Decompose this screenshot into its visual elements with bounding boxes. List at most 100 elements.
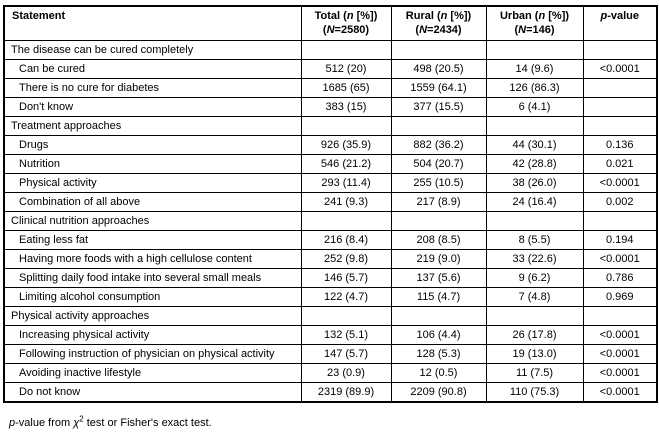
pvalue-cell: <0.0001 [582,59,658,79]
rural-cell [390,306,487,326]
total-cell: 383 (15) [300,97,392,117]
col-header-total-line2: (N=2580) [322,24,370,36]
total-cell: 122 (4.7) [300,287,392,307]
pvalue-cell: 0.002 [582,192,658,212]
statement-cell: Physical activity approaches [3,306,302,326]
statement-cell: Treatment approaches [3,116,302,136]
statement-cell: Physical activity [3,173,302,193]
urban-cell: 26 (17.8) [485,325,584,345]
total-cell: 216 (8.4) [300,230,392,250]
pvalue-cell: 0.969 [582,287,658,307]
pvalue-cell: <0.0001 [582,344,658,364]
rural-cell: 255 (10.5) [390,173,487,193]
statement-cell: Following instruction of physician on ph… [3,344,302,364]
urban-cell: 110 (75.3) [485,382,584,403]
pvalue-cell [582,78,658,98]
pvalue-cell: 0.136 [582,135,658,155]
table-row: Increasing physical activity 132 (5.1) 106… [3,325,658,345]
statement-cell: Can be cured [3,59,302,79]
urban-cell: 8 (5.5) [485,230,584,250]
rural-cell: 217 (8.9) [390,192,487,212]
section-row: The disease can be cured completely [3,40,658,60]
total-cell: 926 (35.9) [300,135,392,155]
rural-cell: 2209 (90.8) [390,382,487,403]
urban-cell: 19 (13.0) [485,344,584,364]
table-row: Eating less fat 216 (8.4) 208 (8.5) 8 (5.5)… [3,230,658,250]
total-cell: 132 (5.1) [300,325,392,345]
total-cell: 546 (21.2) [300,154,392,174]
rural-cell: 115 (4.7) [390,287,487,307]
col-header-rural-line1: Rural (n [%]) [405,10,472,22]
pvalue-cell: <0.0001 [582,382,658,403]
pvalue-cell: 0.194 [582,230,658,250]
urban-cell: 24 (16.4) [485,192,584,212]
pvalue-cell [582,116,658,136]
section-row: Clinical nutrition approaches [3,211,658,231]
table-row: There is no cure for diabetes 1685 (65) 15… [3,78,658,98]
statement-cell: Do not know [3,382,302,403]
pvalue-cell: <0.0001 [582,363,658,383]
table-row: Nutrition 546 (21.2) 504 (20.7) 42 (28.8) 0.… [3,154,658,174]
statement-cell: Eating less fat [3,230,302,250]
statement-cell: There is no cure for diabetes [3,78,302,98]
urban-cell: 11 (7.5) [485,363,584,383]
statement-cell: Avoiding inactive lifestyle [3,363,302,383]
section-row: Physical activity approaches [3,306,658,326]
urban-cell: 44 (30.1) [485,135,584,155]
table-footnote: p-value from χ2 test or Fisher's exact t… [9,414,212,429]
total-cell [300,211,392,231]
table-row: Don't know 383 (15) 377 (15.5) 6 (4.1) [3,97,658,117]
pvalue-cell: 0.021 [582,154,658,174]
total-cell: 146 (5.7) [300,268,392,288]
pvalue-cell: 0.786 [582,268,658,288]
rural-cell: 12 (0.5) [390,363,487,383]
rural-cell: 128 (5.3) [390,344,487,364]
urban-cell: 9 (6.2) [485,268,584,288]
total-cell: 512 (20) [300,59,392,79]
urban-cell: 7 (4.8) [485,287,584,307]
statement-cell: The disease can be cured completely [3,40,302,60]
table-body: The disease can be cured completely Can b… [3,40,658,403]
pvalue-cell [582,211,658,231]
rural-cell: 1559 (64.1) [390,78,487,98]
total-cell: 23 (0.9) [300,363,392,383]
rural-cell: 504 (20.7) [390,154,487,174]
urban-cell: 33 (22.6) [485,249,584,269]
table-row: Drugs 926 (35.9) 882 (36.2) 44 (30.1) 0.136 [3,135,658,155]
total-cell: 2319 (89.9) [300,382,392,403]
total-cell: 1685 (65) [300,78,392,98]
rural-cell: 208 (8.5) [390,230,487,250]
col-header-pvalue: p-value [582,5,658,41]
statistics-table-container: Statement Total (n [%]) (N=2580) Rural (… [3,5,658,403]
statement-cell: Don't know [3,97,302,117]
rural-cell: 137 (5.6) [390,268,487,288]
pvalue-cell [582,97,658,117]
table-row: Having more foods with a high cellulose … [3,249,658,269]
table-header: Statement Total (n [%]) (N=2580) Rural (… [3,5,658,41]
statement-cell: Limiting alcohol consumption [3,287,302,307]
statistics-table: Statement Total (n [%]) (N=2580) Rural (… [3,5,658,403]
urban-cell: 42 (28.8) [485,154,584,174]
rural-cell [390,211,487,231]
urban-cell [485,116,584,136]
table-row: Limiting alcohol consumption 122 (4.7) 115… [3,287,658,307]
table-row: Splitting daily food intake into several… [3,268,658,288]
urban-cell: 6 (4.1) [485,97,584,117]
rural-cell: 106 (4.4) [390,325,487,345]
table-row: Physical activity 293 (11.4) 255 (10.5) 38 … [3,173,658,193]
col-header-urban-line2: (N=146) [514,24,555,36]
total-cell: 241 (9.3) [300,192,392,212]
urban-cell [485,211,584,231]
pvalue-cell: <0.0001 [582,325,658,345]
col-header-statement: Statement [3,5,302,41]
table-row: Can be cured 512 (20) 498 (20.5) 14 (9.6) <0… [3,59,658,79]
total-cell: 147 (5.7) [300,344,392,364]
statement-cell: Having more foods with a high cellulose … [3,249,302,269]
rural-cell: 498 (20.5) [390,59,487,79]
total-cell [300,306,392,326]
total-cell: 252 (9.8) [300,249,392,269]
rural-cell [390,40,487,60]
pvalue-cell [582,40,658,60]
table-row: Avoiding inactive lifestyle 23 (0.9) 12 (0… [3,363,658,383]
urban-cell: 38 (26.0) [485,173,584,193]
